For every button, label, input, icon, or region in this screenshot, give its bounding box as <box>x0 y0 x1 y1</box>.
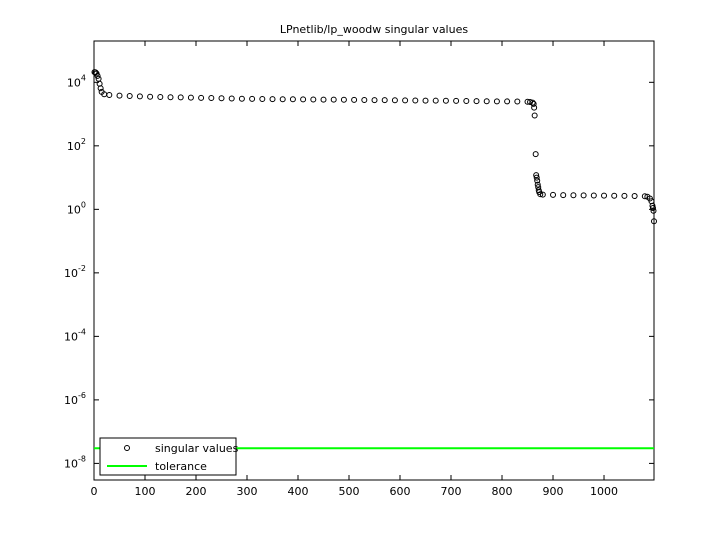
data-point <box>432 97 439 104</box>
data-point <box>320 96 327 103</box>
data-point <box>279 96 286 103</box>
data-point <box>126 93 133 100</box>
data-point <box>198 94 205 101</box>
x-tick-label: 200 <box>186 485 207 498</box>
data-point <box>483 98 490 105</box>
data-point <box>580 192 587 199</box>
y-tick-label: 104 <box>67 73 86 89</box>
plot-area <box>93 40 655 481</box>
data-point <box>94 72 101 79</box>
data-point <box>259 96 266 103</box>
data-point <box>167 94 174 101</box>
y-tick-label: 10-8 <box>64 454 86 470</box>
x-tick-label: 100 <box>135 485 156 498</box>
data-point <box>493 98 500 105</box>
chart-title: LPnetlib/lp_woodw singular values <box>280 23 468 36</box>
data-point <box>116 92 123 99</box>
data-point <box>269 96 276 103</box>
data-point <box>533 172 540 179</box>
data-point <box>621 192 628 199</box>
data-point <box>340 96 347 103</box>
data-point <box>351 96 358 103</box>
data-point <box>361 96 368 103</box>
x-tick-label: 400 <box>288 485 309 498</box>
legend-label: tolerance <box>155 460 207 473</box>
legend-marker <box>124 445 130 451</box>
data-point <box>208 95 215 102</box>
data-point <box>412 97 419 104</box>
x-tick-label: 300 <box>237 485 258 498</box>
y-tick-label: 100 <box>67 200 86 216</box>
data-point <box>177 94 184 101</box>
data-point <box>442 97 449 104</box>
y-tick-label: 10-2 <box>64 264 86 280</box>
legend-label: singular values <box>155 442 239 455</box>
data-point <box>422 97 429 104</box>
data-point <box>530 100 537 107</box>
data-point <box>560 192 567 199</box>
data-point <box>249 95 256 102</box>
data-point <box>539 191 546 198</box>
y-tick-label: 102 <box>67 137 86 153</box>
data-point <box>651 218 657 225</box>
data-point <box>611 192 618 199</box>
y-tick-label: 10-4 <box>64 327 86 343</box>
data-point <box>238 95 245 102</box>
data-point <box>534 177 541 184</box>
data-point <box>391 97 398 104</box>
data-point <box>97 85 104 92</box>
data-point <box>533 174 540 181</box>
x-tick-label: 1000 <box>590 485 618 498</box>
data-point <box>590 192 597 199</box>
data-point <box>601 192 608 199</box>
data-point <box>531 104 538 111</box>
data-point <box>300 96 307 103</box>
data-point <box>537 191 544 198</box>
y-tick-label: 10-6 <box>64 391 86 407</box>
data-point <box>402 97 409 104</box>
data-point <box>641 193 648 200</box>
data-point <box>531 112 538 119</box>
data-point <box>534 181 541 188</box>
legend-box <box>99 437 237 476</box>
x-tick-label: 700 <box>441 485 462 498</box>
data-point <box>310 96 317 103</box>
data-point <box>550 191 557 198</box>
x-tick-label: 0 <box>91 485 98 498</box>
data-point <box>649 205 656 212</box>
x-tick-label: 500 <box>339 485 360 498</box>
data-point <box>371 97 378 104</box>
data-point <box>463 98 470 105</box>
data-point <box>570 192 577 199</box>
data-point <box>218 95 225 102</box>
data-point <box>228 95 235 102</box>
data-point <box>289 96 296 103</box>
data-point <box>381 97 388 104</box>
data-point <box>136 93 143 100</box>
data-point <box>187 94 194 101</box>
data-point <box>473 98 480 105</box>
data-point <box>514 98 521 105</box>
data-point <box>147 93 154 100</box>
x-tick-label: 800 <box>492 485 513 498</box>
x-tick-label: 600 <box>390 485 411 498</box>
data-point <box>106 91 113 98</box>
data-point <box>504 98 511 105</box>
data-point <box>631 193 638 200</box>
x-tick-label: 900 <box>543 485 564 498</box>
data-point <box>532 151 539 158</box>
data-point <box>157 93 164 100</box>
data-point <box>453 97 460 104</box>
data-point <box>330 96 337 103</box>
data-point <box>650 207 657 214</box>
